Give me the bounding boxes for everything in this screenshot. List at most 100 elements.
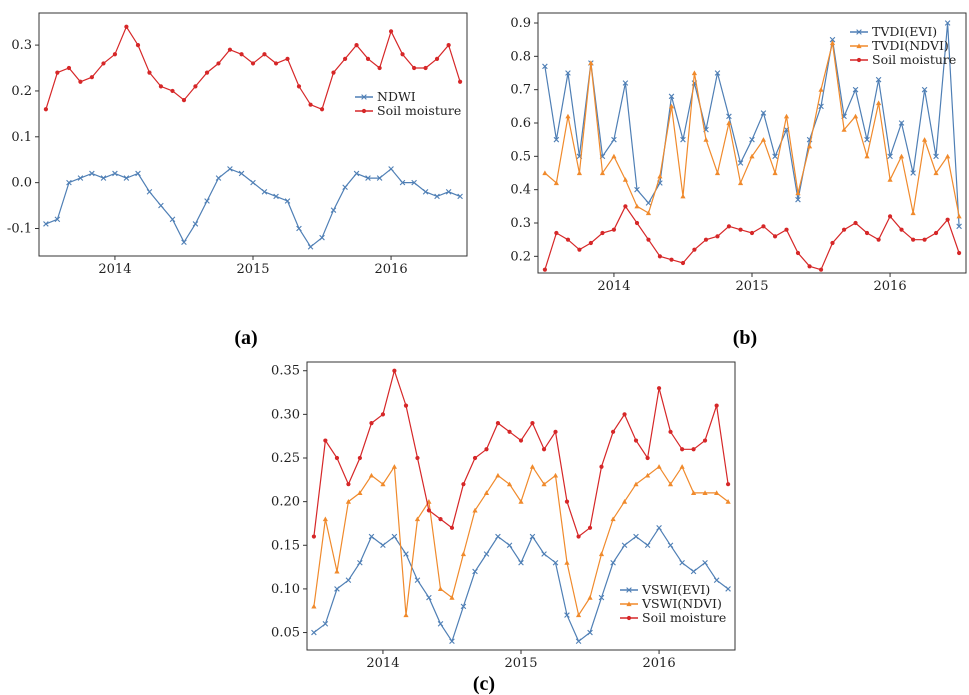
data-point bbox=[89, 170, 95, 177]
data-point bbox=[552, 472, 559, 478]
data-point bbox=[43, 107, 49, 112]
data-point bbox=[518, 559, 524, 566]
data-point bbox=[369, 420, 374, 426]
data-point bbox=[598, 594, 605, 601]
data-point bbox=[944, 20, 951, 26]
data-point bbox=[576, 170, 583, 176]
y-tick-label: 0.6 bbox=[510, 116, 531, 131]
data-point bbox=[227, 166, 233, 172]
data-point bbox=[898, 120, 905, 126]
data-point bbox=[135, 170, 141, 177]
data-point bbox=[495, 472, 501, 478]
data-point bbox=[852, 113, 859, 119]
plot-frame-a bbox=[38, 12, 468, 257]
data-point bbox=[933, 230, 939, 236]
data-point bbox=[414, 577, 421, 583]
data-point bbox=[622, 412, 627, 417]
data-point bbox=[423, 65, 428, 71]
data-point bbox=[898, 153, 905, 159]
data-point bbox=[690, 568, 697, 575]
data-point bbox=[795, 190, 801, 196]
data-point bbox=[691, 447, 696, 452]
data-point bbox=[506, 542, 513, 549]
data-point bbox=[818, 87, 824, 92]
data-point bbox=[680, 260, 686, 266]
data-point bbox=[345, 499, 352, 504]
data-point bbox=[284, 198, 291, 204]
data-point bbox=[216, 61, 221, 66]
data-point bbox=[623, 204, 628, 209]
data-point bbox=[876, 237, 881, 242]
data-point bbox=[472, 568, 478, 575]
legend-entry: Soil moisture bbox=[642, 610, 726, 625]
data-point bbox=[403, 551, 409, 557]
data-point bbox=[702, 438, 708, 443]
data-point bbox=[553, 429, 558, 434]
data-point bbox=[377, 65, 382, 71]
data-point bbox=[646, 237, 651, 242]
data-point bbox=[239, 52, 244, 57]
data-point bbox=[541, 447, 547, 452]
data-point bbox=[250, 61, 256, 66]
data-point bbox=[575, 612, 582, 618]
data-point bbox=[634, 203, 640, 209]
legend-entry: Soil moisture bbox=[872, 52, 956, 67]
data-point bbox=[714, 490, 720, 495]
data-point bbox=[714, 170, 721, 176]
data-point bbox=[112, 52, 118, 57]
y-tick-label: 0.4 bbox=[510, 183, 531, 198]
y-tick-label: 0.35 bbox=[271, 364, 300, 379]
data-point bbox=[807, 264, 812, 269]
data-point bbox=[460, 603, 467, 610]
y-tick-label: 0.7 bbox=[510, 83, 531, 98]
data-point bbox=[311, 534, 317, 539]
data-point bbox=[273, 193, 279, 200]
data-point bbox=[610, 429, 616, 434]
data-point bbox=[77, 175, 84, 181]
data-point bbox=[565, 237, 571, 242]
y-tick-label: 0.8 bbox=[510, 49, 531, 64]
legend-marker bbox=[856, 57, 862, 63]
data-point bbox=[66, 65, 72, 71]
data-point bbox=[667, 481, 674, 487]
y-tick-label: 0.25 bbox=[271, 451, 300, 466]
data-point bbox=[457, 79, 463, 84]
series-line-soil-moisture bbox=[544, 205, 960, 271]
data-point bbox=[380, 412, 386, 417]
y-tick-label: 0.05 bbox=[271, 626, 300, 641]
data-point bbox=[483, 490, 490, 495]
data-point bbox=[101, 61, 106, 66]
data-point bbox=[599, 464, 604, 469]
data-point bbox=[795, 250, 801, 256]
data-point bbox=[611, 136, 617, 143]
data-point bbox=[238, 170, 245, 177]
data-point bbox=[761, 224, 766, 229]
data-point bbox=[910, 170, 916, 176]
legend-entry: TVDI(NDVI) bbox=[872, 38, 949, 53]
legend-marker bbox=[361, 108, 367, 114]
data-point bbox=[342, 56, 348, 61]
data-point bbox=[518, 438, 524, 443]
legend-marker bbox=[626, 587, 632, 593]
data-point bbox=[599, 170, 606, 176]
data-point bbox=[391, 464, 397, 469]
data-point bbox=[542, 63, 548, 70]
data-point bbox=[829, 40, 836, 46]
data-point bbox=[610, 516, 616, 522]
x-tick-label: 2015 bbox=[236, 262, 269, 277]
data-point bbox=[564, 560, 570, 565]
data-point bbox=[541, 481, 547, 487]
data-point bbox=[250, 179, 256, 186]
legend-marker bbox=[856, 43, 862, 49]
data-point bbox=[345, 577, 352, 583]
data-point bbox=[945, 153, 951, 159]
data-point bbox=[554, 230, 559, 236]
data-point bbox=[772, 153, 778, 160]
data-point bbox=[656, 386, 662, 391]
data-point bbox=[353, 170, 360, 177]
y-tick-label: 0.3 bbox=[510, 216, 531, 231]
data-point bbox=[411, 179, 417, 186]
